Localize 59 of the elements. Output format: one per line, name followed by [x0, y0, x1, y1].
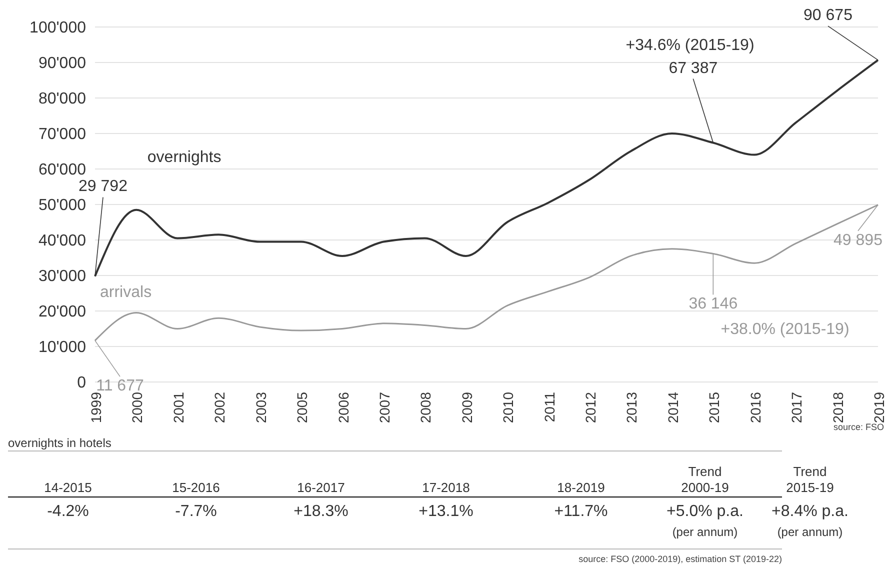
x-tick-label: 2011: [541, 392, 558, 422]
y-tick-label: 80'000: [38, 90, 86, 108]
text: +11.7%: [554, 503, 608, 520]
x-tick-label: 2002: [212, 392, 228, 424]
text: -7.7%: [175, 503, 217, 520]
text: 15-2016: [172, 480, 220, 495]
x-tick-label: 2009: [458, 392, 475, 424]
x-tick-label: 1999: [88, 392, 104, 424]
text: overnights in hotels: [8, 436, 112, 450]
text: 16-2017: [297, 480, 345, 495]
x-tick-label: 2019: [871, 392, 887, 424]
y-tick-label: 90'000: [38, 55, 86, 72]
annotation: 90 675: [804, 7, 853, 24]
x-tick-label: 2018: [830, 392, 846, 424]
y-tick-label: 50'000: [38, 197, 86, 214]
text: +13.1%: [418, 503, 474, 520]
y-tick-label: 0: [77, 374, 86, 392]
x-tick-label: 2017: [788, 392, 805, 424]
source-note: source: FSO: [833, 422, 884, 432]
text: 17-2018: [422, 480, 470, 495]
text: +5.0% p.a.: [666, 503, 744, 520]
annotation: 29 792: [78, 178, 128, 196]
x-tick-label: 2014: [664, 392, 681, 424]
text: (per annum): [777, 525, 843, 539]
series-label: arrivals: [100, 284, 152, 301]
y-tick-label: 70'000: [38, 126, 86, 144]
source-note: source: FSO (2000-2019), estimation ST (2019-22): [578, 554, 782, 564]
x-tick-label: 2016: [747, 392, 764, 424]
annotation: +34.6% (2015-19): [626, 37, 754, 54]
text: (per annum): [672, 525, 738, 539]
x-tick-label: 2010: [500, 392, 516, 424]
text: 14-2015: [44, 480, 92, 495]
text: overnights: [147, 148, 222, 166]
x-tick-label: 2008: [418, 392, 434, 424]
x-tick-label: 2013: [624, 392, 640, 424]
x-tick-label: 2007: [376, 392, 392, 424]
x-tick-label: 2000: [129, 392, 146, 424]
x-tick-label: 2006: [335, 392, 352, 424]
text: +8.4% p.a.: [772, 503, 848, 520]
annotation: 36 146: [688, 296, 738, 313]
annotation: 67 387: [668, 60, 718, 77]
y-tick-label: 20'000: [38, 304, 86, 321]
x-tick-label: 2003: [252, 392, 269, 424]
y-tick-label: 100'000: [30, 20, 86, 37]
annotation: 49 895: [834, 232, 883, 249]
text: -4.2%: [47, 503, 89, 520]
x-tick-label: 2012: [582, 392, 599, 424]
text: +18.3%: [294, 503, 348, 520]
text: Trend 2015-19: [786, 464, 834, 495]
y-tick-label: 60'000: [38, 162, 86, 179]
x-tick-label: 2001: [170, 392, 186, 424]
y-tick-label: 10'000: [38, 339, 86, 356]
annotation: +38.0% (2015-19): [720, 321, 850, 338]
x-tick-label: 2015: [706, 392, 722, 424]
x-tick-label: 2005: [294, 392, 310, 424]
text: 18-2019: [557, 480, 605, 495]
y-tick-label: 40'000: [38, 232, 86, 250]
y-tick-label: 30'000: [38, 268, 86, 286]
text: Trend 2000-19: [681, 464, 729, 495]
